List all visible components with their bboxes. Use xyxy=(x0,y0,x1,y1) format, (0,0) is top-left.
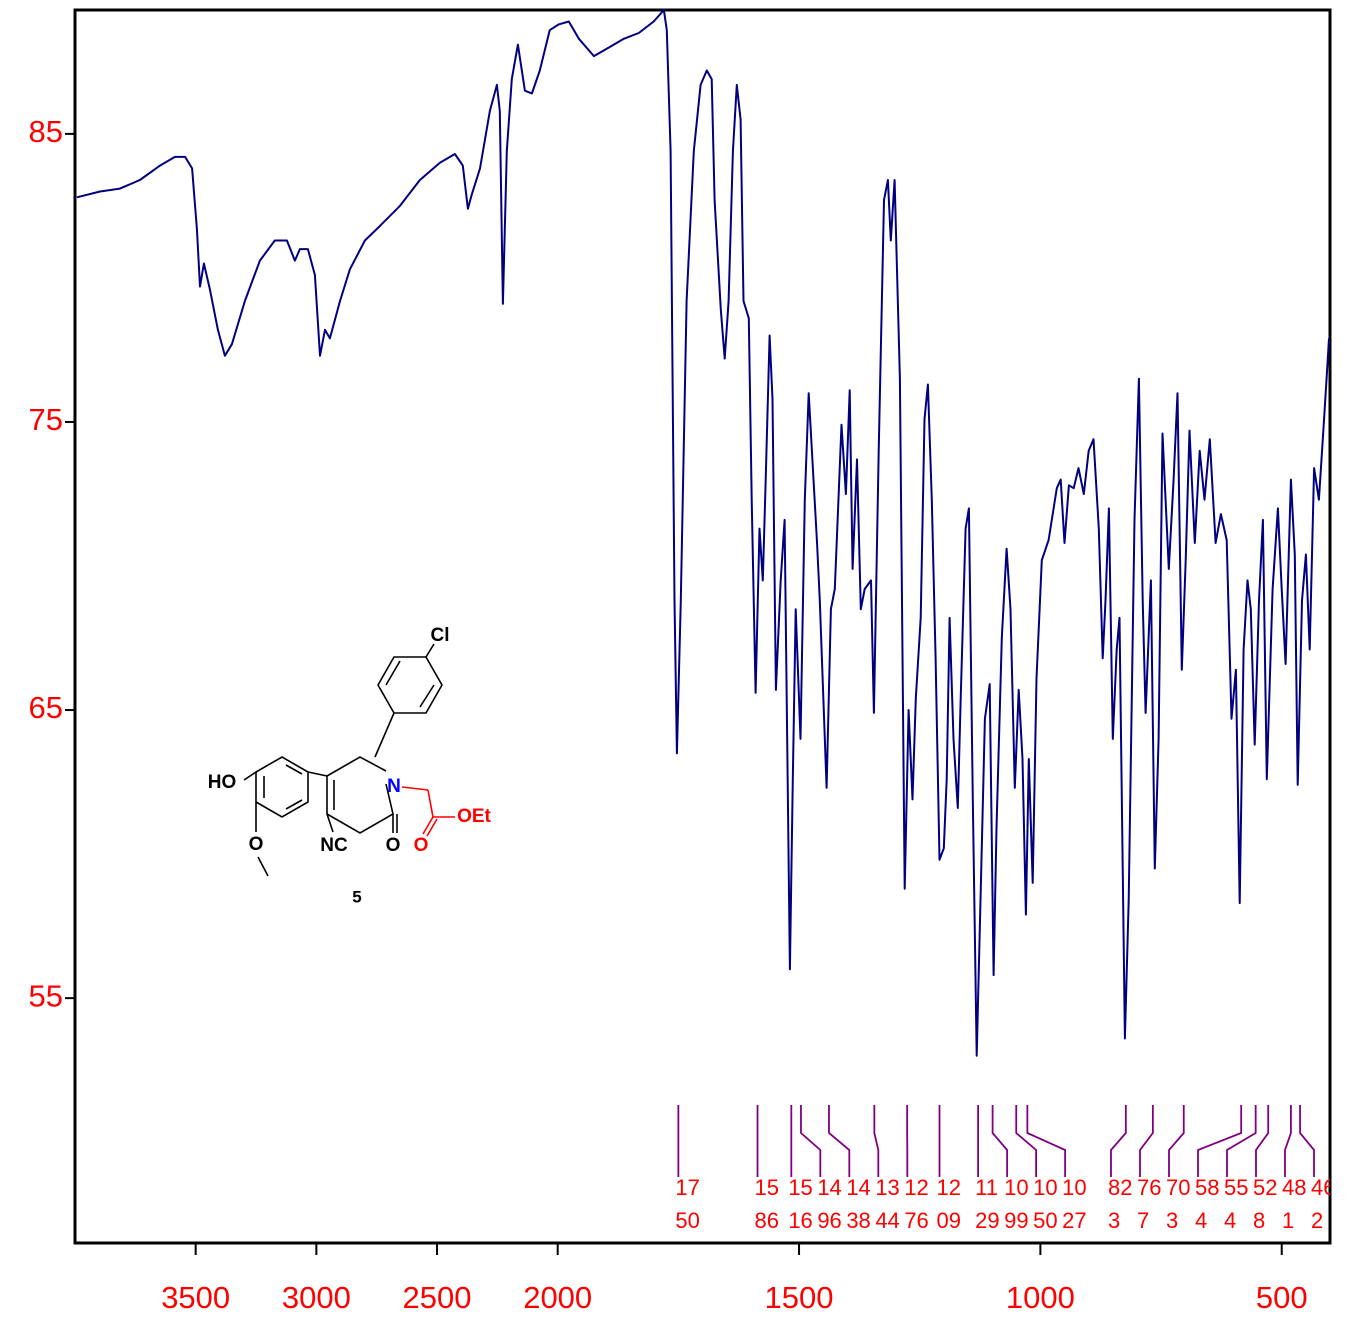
x-tick-label: 3000 xyxy=(282,1280,351,1315)
atom-label: O xyxy=(386,835,401,856)
spectrum-line xyxy=(76,9,1330,1057)
peak-marker xyxy=(1015,1105,1038,1177)
bond xyxy=(427,789,434,818)
peak-label: 1586 xyxy=(754,1175,779,1233)
peak-label: 767 xyxy=(1137,1175,1162,1233)
x-tick-label: 2500 xyxy=(403,1280,472,1315)
peak-label: 1516 xyxy=(788,1175,813,1233)
bond xyxy=(257,856,269,877)
peak-marker xyxy=(828,1105,851,1177)
atom-label: O xyxy=(249,834,264,855)
peak-marker xyxy=(1197,1105,1243,1177)
peak-marker xyxy=(800,1105,822,1177)
peak-marker xyxy=(1226,1105,1257,1177)
plot-frame xyxy=(73,8,1332,1245)
peak-label: 1129 xyxy=(975,1175,1000,1233)
peak-label: 1050 xyxy=(1033,1175,1058,1233)
peak-label: 1344 xyxy=(875,1175,900,1233)
bond xyxy=(285,764,303,775)
peak-label: 1027 xyxy=(1062,1175,1087,1233)
peak-label: 1099 xyxy=(1004,1175,1029,1233)
peak-marker xyxy=(873,1105,880,1177)
compound-number: 5 xyxy=(352,887,361,906)
peak-marker xyxy=(991,1105,1009,1177)
atom-label: O xyxy=(414,835,429,856)
peak-label: 1750 xyxy=(675,1175,700,1233)
peak-label: 703 xyxy=(1166,1175,1191,1233)
x-tick-label: 500 xyxy=(1256,1280,1308,1315)
atom-label: HO xyxy=(208,772,237,793)
bond xyxy=(401,786,429,791)
peak-marker xyxy=(1255,1105,1270,1177)
y-tick-label: 75 xyxy=(29,402,63,437)
peak-label: 1276 xyxy=(904,1175,929,1233)
atom-label: NC xyxy=(320,835,348,856)
peak-label: 1496 xyxy=(817,1175,842,1233)
chemical-structure: Cl HO O NC O N O OEt 5 xyxy=(208,625,492,906)
bond xyxy=(326,813,334,833)
bond xyxy=(419,684,435,708)
y-tick-label: 65 xyxy=(29,690,63,725)
peak-marker xyxy=(1110,1105,1127,1177)
y-tick-label: 55 xyxy=(29,978,63,1013)
peak-label: 462 xyxy=(1311,1175,1330,1233)
peak-label: 1209 xyxy=(936,1175,961,1233)
peak-label-area: 1750 1586 1516 1496 1438 1344 1276 1209 1129 1099… xyxy=(675,1175,1330,1233)
bond xyxy=(425,643,435,658)
peak-label: 584 xyxy=(1195,1175,1220,1233)
peak-marker xyxy=(1026,1105,1067,1177)
y-tick-label: 85 xyxy=(29,114,63,149)
x-tick-label: 1500 xyxy=(765,1280,834,1315)
peak-marker xyxy=(1299,1105,1315,1177)
bond xyxy=(422,816,434,835)
atom-label: OEt xyxy=(457,806,491,827)
x-tick-label: 2000 xyxy=(523,1280,592,1315)
atom-label: N xyxy=(387,776,401,797)
bond xyxy=(285,799,303,810)
atom-label: Cl xyxy=(431,625,450,646)
bond xyxy=(426,818,438,837)
peak-label: 481 xyxy=(1282,1175,1307,1233)
x-tick-label: 1000 xyxy=(1006,1280,1075,1315)
bond xyxy=(374,712,395,758)
peak-marker xyxy=(1284,1105,1292,1177)
peak-label: 1438 xyxy=(846,1175,871,1233)
bond xyxy=(385,660,401,686)
x-tick-label: 3500 xyxy=(161,1280,230,1315)
peak-label: 823 xyxy=(1108,1175,1133,1233)
peak-label: 554 xyxy=(1224,1175,1249,1233)
peak-marker xyxy=(1139,1105,1154,1177)
bond xyxy=(243,771,257,781)
peak-label: 528 xyxy=(1253,1175,1278,1233)
peak-marker xyxy=(1168,1105,1185,1177)
bond xyxy=(307,771,328,777)
